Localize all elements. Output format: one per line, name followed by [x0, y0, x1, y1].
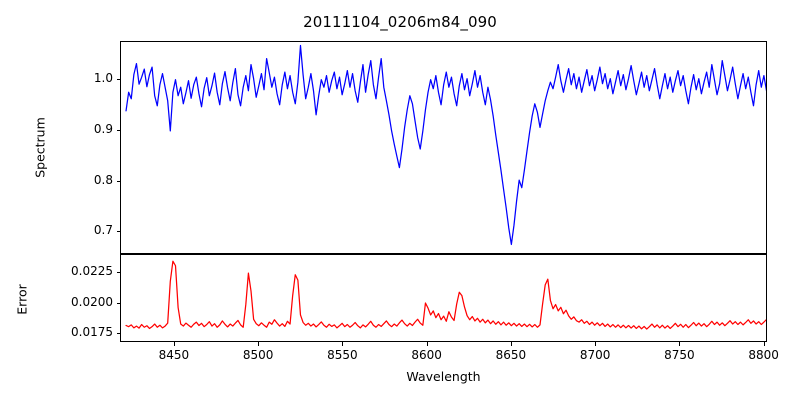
- spectrum-ytick-mark: [116, 129, 120, 131]
- wavelength-xtick-label: 8450: [158, 348, 190, 362]
- spectrum-ytick-mark: [116, 231, 120, 233]
- error-plot-area: [120, 254, 767, 342]
- error-ytick-label: 0.0225: [71, 264, 113, 279]
- spectrum-plot-area: [120, 41, 767, 254]
- error-line-svg: [125, 260, 766, 330]
- spectrum-ytick-label: 1.0: [93, 71, 113, 85]
- error-data-line: [125, 260, 766, 330]
- wavelength-axis-label: Wavelength: [406, 369, 481, 384]
- error-ytick-mark: [116, 333, 120, 335]
- wavelength-xtick-mark: [595, 342, 597, 346]
- wavelength-xtick-mark: [510, 342, 512, 346]
- spectrum-ytick-label: 0.8: [93, 172, 113, 187]
- figure-title: 20111104_0206m84_090: [303, 13, 497, 31]
- wavelength-xtick-mark: [763, 342, 765, 346]
- spectrum-ytick-label: 0.7: [93, 223, 113, 238]
- wavelength-xtick-mark: [679, 342, 681, 346]
- error-ytick-label: 0.0200: [71, 294, 113, 309]
- wavelength-xtick-label: 8600: [411, 348, 442, 362]
- wavelength-xtick-mark: [258, 342, 260, 346]
- wavelength-xtick-label: 8550: [327, 348, 358, 362]
- wavelength-xtick-label: 8700: [579, 348, 611, 362]
- spectrum-ytick-mark: [116, 180, 120, 182]
- error-ytick-mark: [116, 302, 120, 304]
- wavelength-xtick-mark: [426, 342, 428, 346]
- spectrum-data-line: [125, 44, 766, 246]
- error-ytick-label: 0.0175: [71, 325, 113, 340]
- spectrum-axis-label: Spectrum: [32, 117, 48, 178]
- spectrum-ytick-mark: [116, 79, 120, 80]
- spectrum-ytick-label: 0.9: [93, 121, 113, 136]
- wavelength-xtick-label: 8800: [748, 348, 779, 362]
- wavelength-xtick-mark: [342, 342, 344, 346]
- error-ytick-mark: [116, 272, 120, 274]
- spectrum-line-svg: [125, 44, 766, 246]
- wavelength-xtick-label: 8650: [495, 348, 527, 362]
- error-axis-label: Error: [14, 284, 30, 315]
- wavelength-xtick-label: 8750: [664, 348, 695, 362]
- wavelength-xtick-mark: [173, 342, 175, 346]
- wavelength-xtick-label: 8500: [242, 348, 274, 362]
